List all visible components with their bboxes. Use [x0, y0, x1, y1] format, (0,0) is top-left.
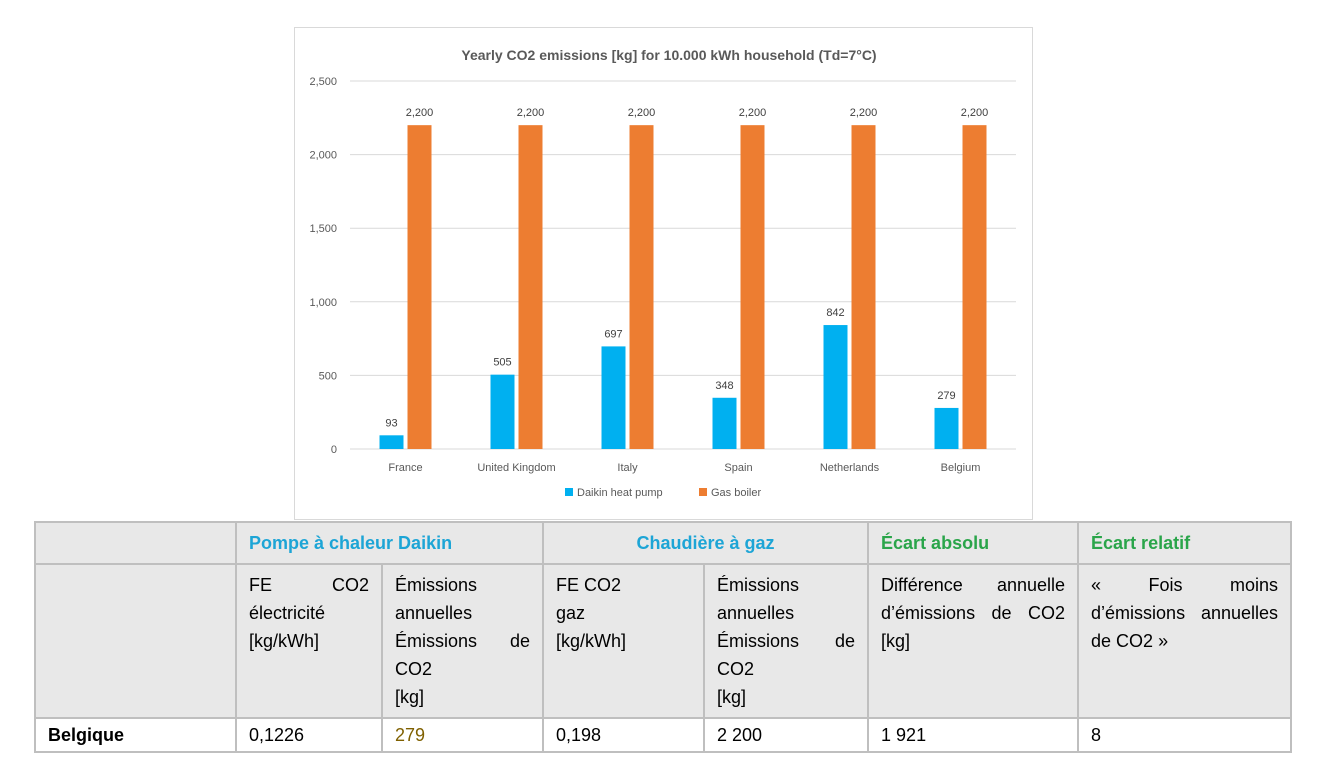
- subheader-annual-difference: Différence annuelle d’émissions de CO2 […: [867, 563, 1080, 719]
- bar: [490, 374, 515, 449]
- bar: [629, 125, 654, 449]
- data-label: 2,200: [628, 107, 656, 119]
- data-label: 279: [937, 390, 955, 402]
- subheader-fe-gas: FE CO2 gaz [kg/kWh]: [542, 563, 706, 719]
- data-label: 93: [385, 417, 397, 429]
- bar: [407, 125, 432, 449]
- legend-swatch: [565, 488, 573, 496]
- subheader-empty-cell: [34, 563, 237, 719]
- gas-emissions-value: 2 200: [703, 717, 870, 753]
- bar-chart: Yearly CO2 emissions [kg] for 10.000 kWh…: [309, 47, 1016, 499]
- header-empty-cell: [34, 521, 237, 565]
- annual-difference-value: 1 921: [867, 717, 1080, 753]
- legend-label: Gas boiler: [711, 487, 761, 499]
- header-gas-boiler: Chaudière à gaz: [542, 521, 870, 565]
- country-cell: Belgique: [34, 717, 237, 753]
- data-label: 505: [493, 357, 511, 369]
- bar: [601, 346, 626, 449]
- data-label: 842: [826, 307, 844, 319]
- bar: [851, 125, 876, 449]
- bar: [379, 435, 404, 449]
- legend-label: Daikin heat pump: [577, 487, 663, 499]
- data-label: 348: [715, 380, 733, 392]
- y-tick-label: 1,500: [309, 223, 337, 235]
- x-tick-label: France: [388, 462, 422, 474]
- pump-emissions-value: 279: [380, 717, 545, 753]
- legend-swatch: [699, 488, 707, 496]
- y-tick-label: 0: [331, 444, 337, 456]
- subheader-times-less: « Fois moins d’émissions annuelles de CO…: [1077, 563, 1293, 719]
- bar: [934, 407, 959, 449]
- times-less-value: 8: [1077, 717, 1293, 753]
- data-label: 2,200: [739, 107, 767, 119]
- subheader-gas-emissions: Émissions annuelles Émissions de CO2 [kg…: [703, 563, 870, 719]
- x-tick-label: Netherlands: [820, 462, 880, 474]
- fe-gas-value: 0,198: [542, 717, 706, 753]
- header-heat-pump: Pompe à chaleur Daikin: [234, 521, 545, 565]
- table-subheader-row: FE CO2 électricité [kg/kWh] Émissions an…: [34, 563, 1293, 719]
- subheader-pump-emissions: Émissions annuelles Émissions de CO2 [kg…: [380, 563, 545, 719]
- table-header-row: Pompe à chaleur Daikin Chaudière à gaz É…: [34, 521, 1293, 565]
- bar: [740, 125, 765, 449]
- data-label: 2,200: [517, 107, 545, 119]
- x-tick-label: Italy: [617, 462, 638, 474]
- chart-title: Yearly CO2 emissions [kg] for 10.000 kWh…: [461, 47, 876, 63]
- y-tick-label: 1,000: [309, 297, 337, 309]
- subheader-fe-electricity: FE CO2 électricité [kg/kWh]: [235, 563, 383, 719]
- table-row: Belgique 0,1226 279 0,198 2 200 1 921 8: [34, 717, 1293, 753]
- chart-container: Yearly CO2 emissions [kg] for 10.000 kWh…: [294, 27, 1033, 520]
- bar: [712, 397, 737, 449]
- emissions-table: Pompe à chaleur Daikin Chaudière à gaz É…: [34, 521, 1293, 753]
- x-tick-label: United Kingdom: [477, 462, 555, 474]
- x-tick-label: Spain: [724, 462, 752, 474]
- data-label: 2,200: [406, 107, 434, 119]
- data-label: 2,200: [850, 107, 878, 119]
- data-label: 2,200: [961, 107, 989, 119]
- fe-electricity-value: 0,1226: [235, 717, 383, 753]
- data-label: 697: [604, 328, 622, 340]
- header-relative-gap: Écart relatif: [1077, 521, 1293, 565]
- y-tick-label: 2,000: [309, 150, 337, 162]
- y-tick-label: 2,500: [309, 76, 337, 88]
- x-tick-label: Belgium: [941, 462, 981, 474]
- header-absolute-gap: Écart absolu: [867, 521, 1080, 565]
- bar: [962, 125, 987, 449]
- bar: [823, 325, 848, 449]
- bar: [518, 125, 543, 449]
- y-tick-label: 500: [319, 370, 337, 382]
